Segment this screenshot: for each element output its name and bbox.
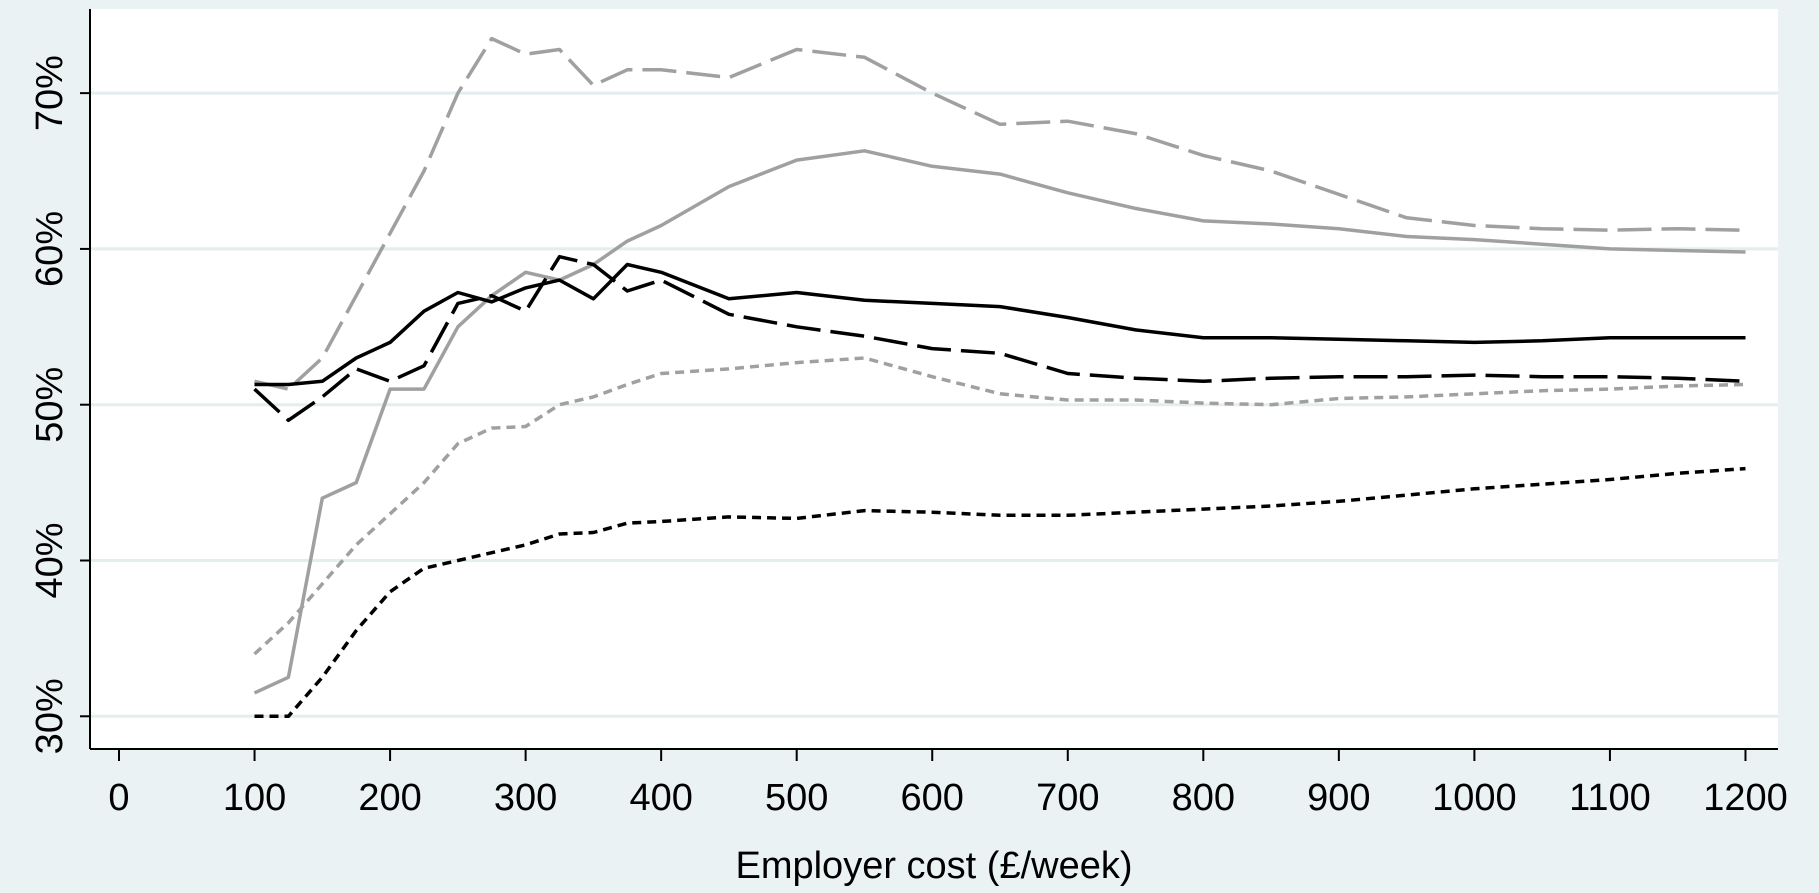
x-tick-label: 1200 [1703, 777, 1788, 819]
y-tick-label: 70% [29, 55, 71, 131]
series-line [254, 262, 1746, 387]
y-tick-label: 60% [29, 211, 71, 287]
y-tick-label: 50% [29, 367, 71, 443]
x-tick-label: 300 [494, 777, 557, 819]
series-line [253, 356, 1746, 656]
x-tick-label: 800 [1172, 777, 1235, 819]
x-tick-label: 100 [223, 777, 286, 819]
x-tick-label: 700 [1036, 777, 1099, 819]
series-line [254, 36, 1746, 391]
x-tick-label: 0 [108, 777, 129, 819]
x-tick-label: 900 [1307, 777, 1370, 819]
y-tick-label: 40% [29, 522, 71, 598]
x-tick-label: 1000 [1432, 777, 1517, 819]
x-axis-title: Employer cost (£/week) [735, 845, 1132, 887]
x-tick-label: 500 [765, 777, 828, 819]
x-tick-label: 1100 [1569, 777, 1651, 819]
x-tick-label: 200 [358, 777, 421, 819]
series-line [253, 254, 1746, 423]
x-tick-label: 400 [629, 777, 692, 819]
x-tick-label: 600 [901, 777, 964, 819]
series-line [254, 466, 1746, 719]
series-line [253, 149, 1746, 695]
y-tick-label: 30% [29, 678, 71, 754]
plot-area [90, 9, 1778, 749]
